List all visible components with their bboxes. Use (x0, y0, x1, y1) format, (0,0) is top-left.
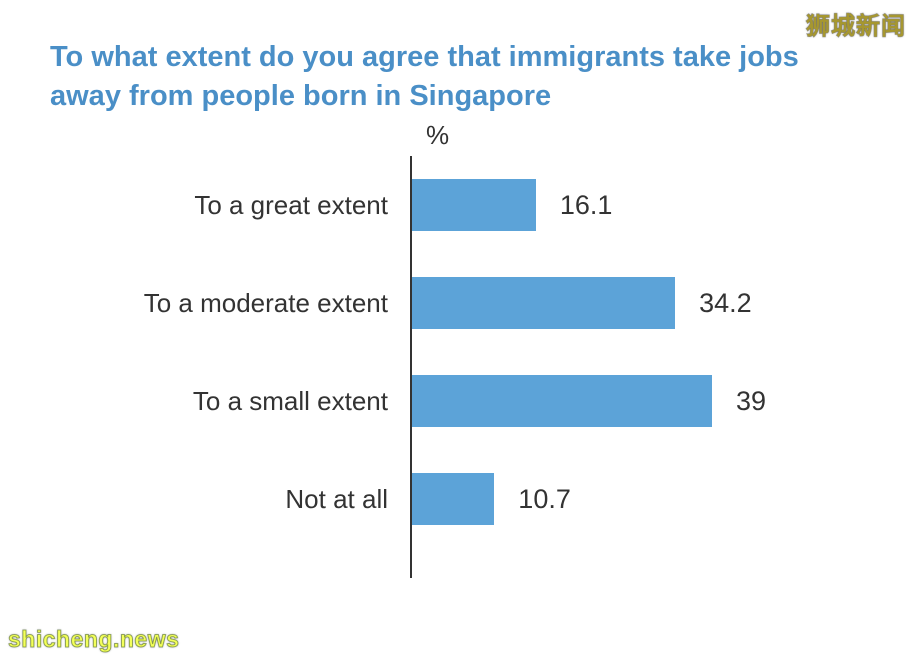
category-label: To a great extent (50, 156, 410, 254)
bar (412, 179, 536, 231)
watermark-top-right: 狮城新闻 (806, 6, 906, 41)
unit-label: % (426, 120, 449, 151)
bar-value: 10.7 (518, 484, 571, 515)
chart-area: To a great extent To a moderate extent T… (50, 156, 870, 578)
bar (412, 375, 712, 427)
bar-value: 39 (736, 386, 766, 417)
category-label: To a small extent (50, 352, 410, 450)
bar-row: 34.2 (412, 254, 766, 352)
bar-row: 10.7 (412, 450, 766, 548)
category-label: Not at all (50, 450, 410, 548)
bar-row: 16.1 (412, 156, 766, 254)
labels-column: To a great extent To a moderate extent T… (50, 156, 410, 578)
bars-column: % 16.1 34.2 39 10.7 (410, 156, 766, 578)
bar (412, 473, 494, 525)
bar-value: 34.2 (699, 288, 752, 319)
category-label: To a moderate extent (50, 254, 410, 352)
bar-value: 16.1 (560, 190, 613, 221)
bar (412, 277, 675, 329)
chart-container: To what extent do you agree that immigra… (0, 0, 920, 618)
chart-title: To what extent do you agree that immigra… (50, 38, 830, 116)
bar-row: 39 (412, 352, 766, 450)
watermark-bottom-left: shicheng.news (8, 626, 179, 653)
